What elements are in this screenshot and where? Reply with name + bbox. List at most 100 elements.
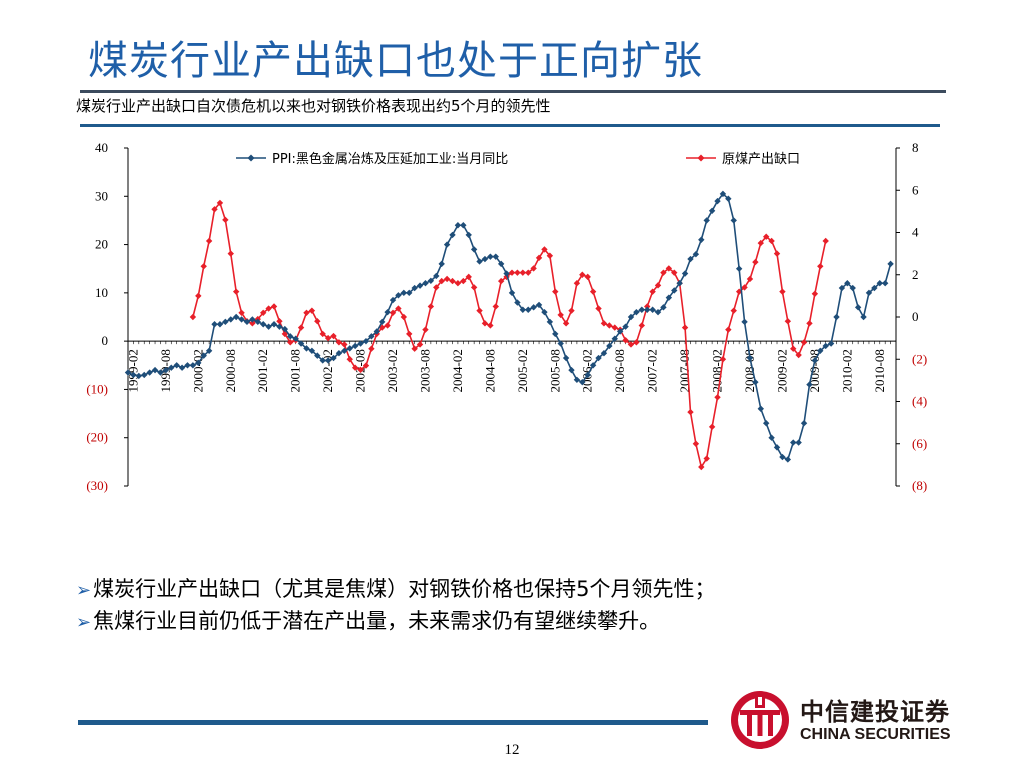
- coal-output-gap-point: [324, 334, 332, 342]
- ppi-steel-point: [811, 357, 819, 364]
- logo-chinese-name: 中信建投证券: [800, 698, 950, 726]
- ppi-steel-point: [460, 222, 467, 229]
- line-chart: 403020100(10)(20)(30)86420(2)(4)(6)(8)19…: [86, 140, 927, 493]
- ppi-steel-legend-label: PPI:黑色金属冶炼及压延加工业:当月同比: [272, 151, 508, 167]
- right-axis-tick-label: 6: [912, 182, 919, 197]
- coal-output-gap-point: [205, 237, 213, 245]
- coal-output-gap-point: [211, 206, 218, 213]
- right-axis-tick-label: 2: [912, 267, 919, 282]
- coal-output-gap-point: [746, 275, 754, 283]
- coal-output-gap-point: [654, 282, 662, 289]
- coal-output-gap-point: [811, 290, 819, 297]
- right-axis-tick-label: (2): [912, 351, 927, 366]
- coal-output-gap-point: [671, 269, 678, 276]
- ppi-steel-point: [184, 362, 191, 369]
- coal-output-gap-point: [633, 339, 640, 346]
- coal-output-gap-point: [541, 246, 548, 253]
- left-axis-tick-label: 10: [95, 285, 108, 300]
- ppi-steel-point: [173, 362, 180, 369]
- ppi-steel-point: [562, 354, 570, 362]
- x-axis-tick-label: 2003-08: [417, 349, 432, 392]
- ppi-steel-point: [795, 439, 802, 446]
- x-axis-tick-label: 2001-02: [255, 349, 270, 392]
- x-axis-tick-label: 2010-08: [872, 349, 887, 392]
- ppi-steel-point: [351, 342, 359, 350]
- ppi-steel-point: [616, 328, 624, 335]
- ppi-steel-point: [800, 420, 808, 427]
- ppi-steel-point: [454, 222, 462, 229]
- coal-output-gap-point: [476, 307, 483, 314]
- ppi-steel-point: [887, 260, 894, 268]
- bullet-text: 焦煤行业目前仍低于潜在产出量，未来需求仍有望继续攀升。: [93, 609, 661, 633]
- ppi-steel-point: [389, 296, 397, 304]
- ppi-steel-point: [595, 354, 602, 362]
- right-axis-tick-label: (4): [912, 394, 927, 409]
- coal-output-gap-point: [297, 324, 305, 331]
- ppi-steel-point: [525, 306, 532, 313]
- ppi-steel-point: [649, 306, 656, 313]
- ppi-steel-point: [568, 366, 575, 374]
- chart-subtitle: 煤炭行业产出缺口自次债危机以来也对钢铁价格表现出约5个月的领先性: [76, 97, 551, 115]
- ppi-steel-point: [314, 352, 321, 359]
- ppi-steel-point: [205, 347, 213, 354]
- ppi-steel-point: [627, 313, 635, 321]
- ppi-steel-point: [665, 294, 673, 301]
- x-axis-tick-label: 2004-08: [482, 349, 497, 392]
- coal-output-gap-point: [346, 356, 353, 363]
- coal-output-gap-point: [660, 269, 667, 276]
- ppi-steel-point: [822, 342, 829, 350]
- ppi-steel-point: [719, 190, 727, 198]
- ppi-steel-point: [638, 306, 646, 313]
- ppi-steel-point: [784, 456, 792, 463]
- coal-output-gap-point: [606, 322, 613, 329]
- coal-output-gap-point: [406, 330, 413, 338]
- coal-output-gap-legend-marker: [697, 154, 705, 162]
- coal-output-gap-point: [227, 250, 234, 257]
- ppi-steel-point: [411, 284, 418, 292]
- ppi-steel-point: [232, 313, 240, 321]
- coal-output-gap-point: [303, 309, 310, 316]
- bullet-item: ➢焦煤行业目前仍低于潜在产出量，未来需求仍有望继续攀升。: [76, 606, 715, 638]
- coal-output-gap-point: [730, 307, 737, 314]
- arrow-bullet-icon: ➢: [76, 580, 92, 601]
- x-axis-tick-label: 2007-02: [645, 349, 660, 392]
- bullet-item: ➢煤炭行业产出缺口（尤其是焦煤）对钢铁价格也保持5个月领先性；: [76, 574, 715, 606]
- ppi-steel-point: [708, 207, 716, 214]
- coal-output-gap-point: [514, 269, 521, 276]
- ppi-steel-point: [406, 289, 413, 297]
- coal-output-gap-point: [762, 233, 770, 240]
- coal-output-gap-point: [752, 258, 759, 266]
- right-axis-tick-label: (8): [912, 478, 927, 493]
- ppi-steel-point: [768, 434, 775, 441]
- coal-output-gap-point: [735, 288, 743, 295]
- coal-output-gap-point: [784, 318, 792, 325]
- ppi-steel-point: [308, 347, 316, 354]
- coal-output-gap-point: [249, 320, 256, 327]
- ppi-steel-point: [362, 337, 370, 345]
- ppi-steel-line: [127, 192, 892, 461]
- ppi-steel-point: [854, 304, 862, 311]
- ppi-steel-point: [157, 369, 164, 376]
- coal-output-gap-point: [649, 288, 656, 295]
- coal-output-gap-point: [195, 292, 202, 300]
- coal-output-gap-point: [433, 284, 440, 291]
- ppi-steel-point: [260, 321, 267, 328]
- ppi-steel-point: [633, 308, 640, 316]
- left-axis-tick-label: 20: [95, 237, 108, 252]
- coal-output-gap-point: [584, 273, 591, 281]
- ppi-steel-point: [714, 197, 721, 205]
- coal-output-gap-point: [817, 263, 824, 270]
- left-axis-tick-label: 30: [95, 188, 108, 203]
- ppi-steel-point: [270, 321, 278, 328]
- ppi-steel-point: [146, 369, 153, 376]
- ppi-steel-point: [297, 340, 305, 347]
- subtitle-divider: [80, 124, 940, 127]
- coal-output-gap-point: [470, 284, 478, 291]
- coal-output-gap-point: [779, 288, 786, 295]
- coal-output-gap-point: [573, 280, 581, 287]
- coal-output-gap-point: [460, 277, 467, 285]
- coal-output-gap-point: [703, 455, 710, 462]
- ppi-steel-point: [168, 364, 175, 371]
- coal-output-gap-point: [449, 277, 456, 285]
- coal-output-gap-point: [216, 199, 224, 207]
